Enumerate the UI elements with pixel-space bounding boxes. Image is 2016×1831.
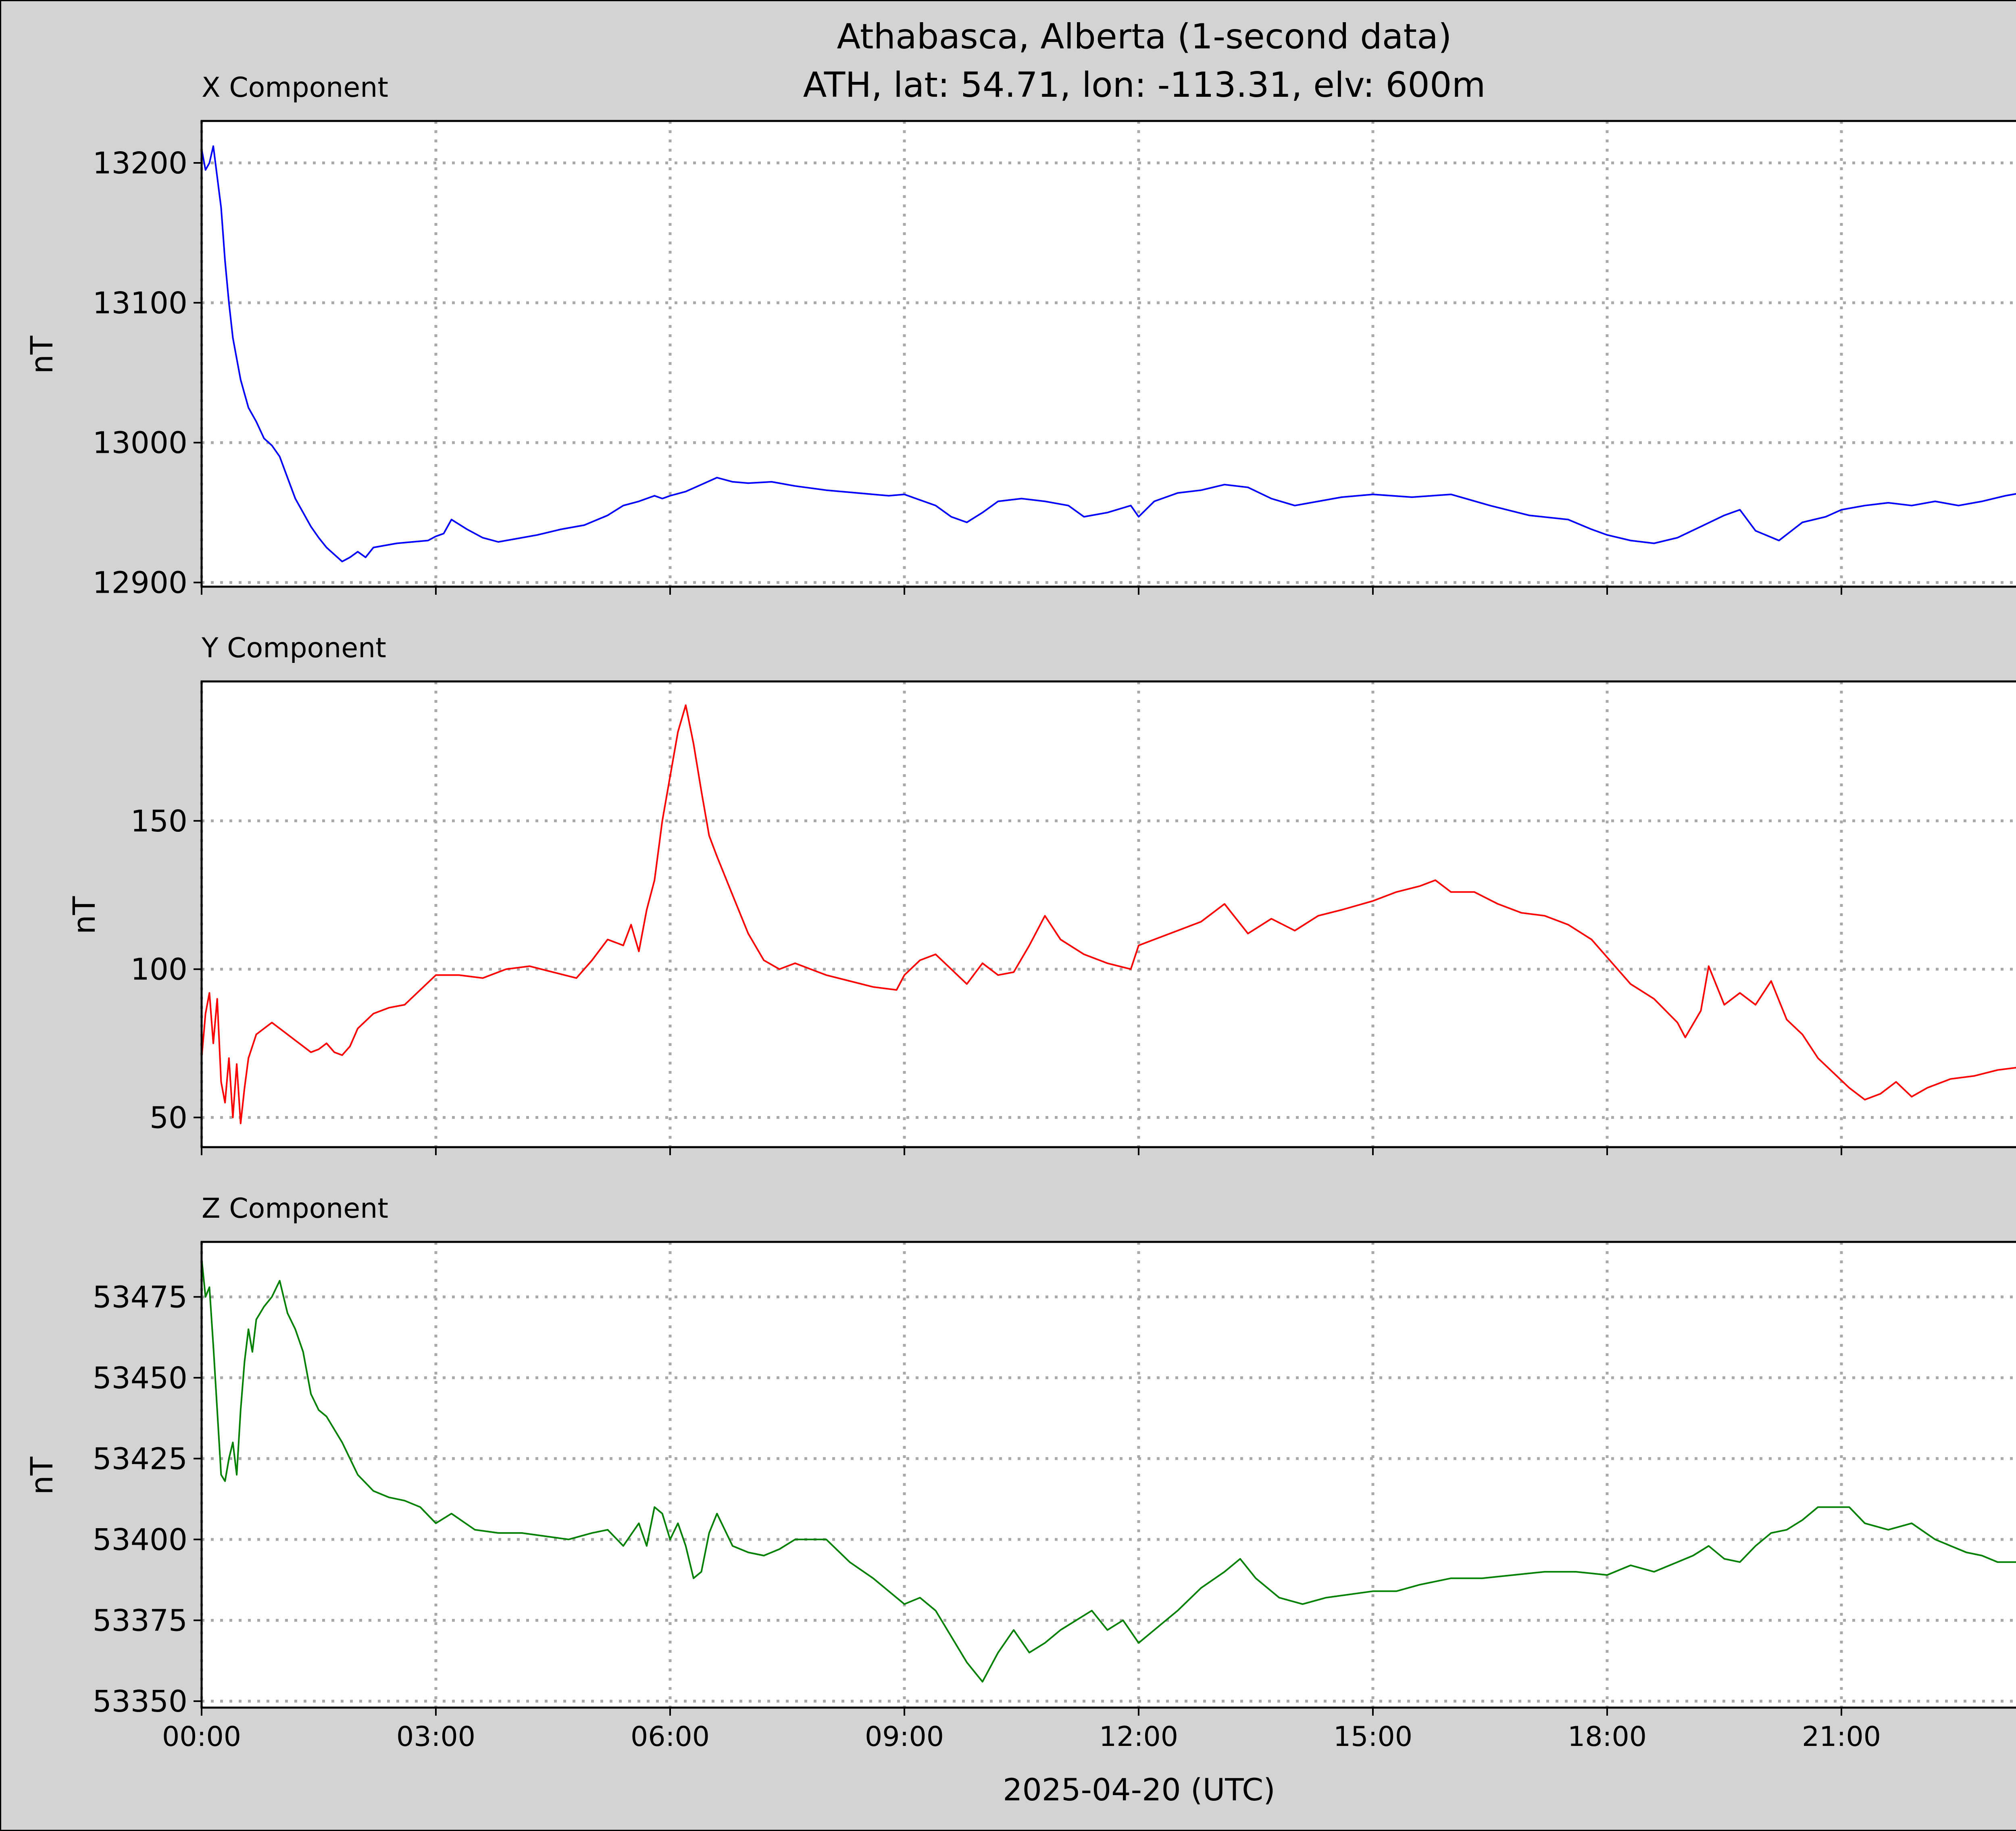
series-line <box>201 1258 2016 1683</box>
x-tick-label: 18:00 <box>1568 1721 1647 1753</box>
x-tick-label: 06:00 <box>631 1721 710 1753</box>
y-axis-label-x-component: nT <box>24 335 60 374</box>
y-tick-label: 13200 <box>93 146 187 181</box>
series-line <box>201 145 2016 562</box>
x-component-panel: X Component nT 12900 13000 13100 13200 <box>24 72 2016 600</box>
y-tick-label: 150 <box>131 804 187 839</box>
z-component-panel: Z Component nT 53350 53375 53400 53425 53450… <box>24 1193 2016 1753</box>
figure-title-line2: ATH, lat: 54.71, lon: -113.31, elv: 600m <box>803 65 1486 105</box>
plot-area <box>202 1242 2016 1708</box>
y-axis-label-y-component: nT <box>66 896 102 934</box>
plot-area <box>202 121 2016 587</box>
y-tick-label: 53425 <box>93 1441 187 1476</box>
y-tick-label: 53450 <box>93 1361 187 1396</box>
y-component-panel: Y Component nT 50 100 150 <box>66 632 2016 1155</box>
panel-title-z-component: Z Component <box>202 1193 388 1225</box>
panel-title-x-component: X Component <box>202 72 388 104</box>
y-axis-label-z-component: nT <box>24 1456 60 1495</box>
x-tick-label: 09:00 <box>865 1721 944 1753</box>
y-tick-label: 100 <box>131 952 187 987</box>
y-tick-label: 13000 <box>93 426 187 460</box>
x-tick-label: 21:00 <box>1802 1721 1881 1753</box>
y-tick-label: 53400 <box>93 1523 187 1557</box>
plot-area <box>202 681 2016 1147</box>
series-line <box>201 704 2016 1125</box>
y-tick-label: 13100 <box>93 286 187 321</box>
x-tick-label: 12:00 <box>1099 1721 1178 1753</box>
y-tick-label: 53475 <box>93 1280 187 1314</box>
figure-title-line1: Athabasca, Alberta (1-second data) <box>837 17 1452 57</box>
y-tick-label: 53350 <box>93 1684 187 1719</box>
panel-title-y-component: Y Component <box>201 632 386 664</box>
y-tick-label: 53375 <box>93 1603 187 1638</box>
x-tick-label: 03:00 <box>396 1721 475 1753</box>
x-axis-label: 2025-04-20 (UTC) <box>1003 1772 1275 1808</box>
y-tick-label: 12900 <box>93 566 187 600</box>
x-tick-label: 15:00 <box>1333 1721 1412 1753</box>
x-tick-label: 00:00 <box>162 1721 241 1753</box>
y-tick-label: 50 <box>150 1100 187 1135</box>
